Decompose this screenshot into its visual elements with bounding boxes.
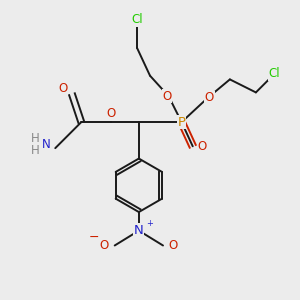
Text: H: H [31,132,39,146]
Text: P: P [178,116,186,129]
Text: O: O [58,82,67,95]
Text: O: O [100,239,109,252]
Text: H: H [31,143,39,157]
Text: O: O [106,107,116,121]
Text: N: N [134,224,144,237]
Text: O: O [205,92,214,104]
Text: Cl: Cl [131,14,143,26]
Text: +: + [146,219,153,228]
Text: Cl: Cl [268,67,280,80]
Text: O: O [169,239,178,252]
Text: N: N [42,138,50,151]
Text: O: O [197,140,207,153]
Text: −: − [89,231,100,244]
Text: O: O [162,90,171,103]
